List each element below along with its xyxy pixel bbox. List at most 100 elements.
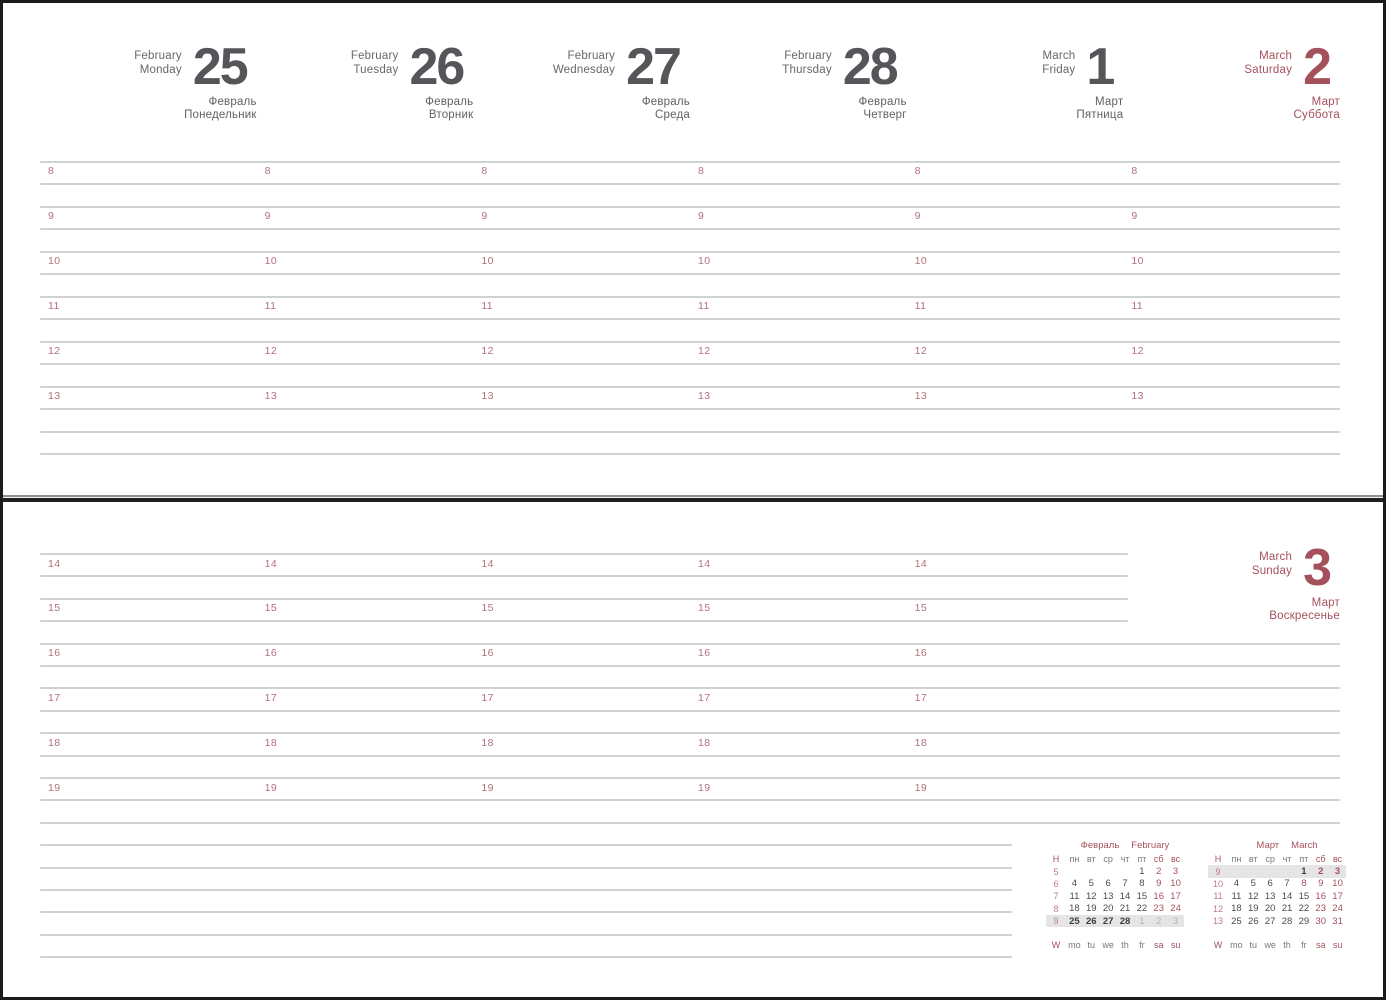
day-number: 25 [192, 38, 249, 96]
weekday-name-ru: Суббота [1293, 109, 1340, 121]
rule-line [40, 363, 1340, 365]
calendar-day: 19 [1085, 903, 1097, 915]
calendar-day: 29 [1298, 915, 1310, 927]
calendar-day: 26 [1247, 915, 1259, 927]
month-name-ru: Март [1311, 96, 1340, 108]
hour-label: 9 [914, 210, 921, 222]
hour-label: 12 [914, 345, 928, 357]
rule-line [40, 754, 1340, 757]
calendar-day: 19 [1247, 903, 1259, 915]
hour-label: 13 [914, 390, 928, 402]
weekday-abbr-en: fr [1301, 939, 1307, 950]
day-number: 2 [1303, 38, 1332, 96]
calendar-day: 17 [1170, 890, 1181, 902]
hour-label: 18 [914, 736, 928, 749]
calendar-day: 6 [1267, 878, 1273, 890]
hour-label: 9 [1131, 210, 1138, 222]
day-header: February Monday 25 Февраль Понедельник [40, 38, 257, 122]
day-number: 1 [1086, 38, 1115, 96]
calendar-day: 27 [1102, 915, 1114, 927]
calendar-day: 14 [1281, 890, 1293, 902]
calendar-day: 5 [1088, 878, 1094, 890]
day-number: 3 [1303, 539, 1332, 597]
rule-line [40, 273, 1340, 275]
day-label-en: March Saturday [1244, 49, 1292, 77]
month-name-ru: Март [1311, 597, 1340, 609]
calendar-title: Март March [1208, 840, 1346, 853]
weekday-name-en: Tuesday [353, 64, 399, 76]
weekday-abbr-ru: ср [1103, 854, 1113, 865]
day-label-ru: Март Воскресенье [1123, 597, 1340, 623]
hour-label: 16 [698, 647, 711, 660]
calendar-day: 10 [1170, 878, 1181, 890]
month-name-ru: Март [1094, 96, 1124, 108]
hour-label: 8 [698, 165, 705, 177]
day-header: February Tuesday 26 Февраль Вторник [257, 41, 474, 122]
calendar-day: 9 [1156, 878, 1162, 890]
hour-label: 16 [481, 647, 494, 660]
weekday-abbr-en: mo [1068, 939, 1081, 950]
hour-label: 14 [914, 557, 928, 570]
weekday-abbr-ru: пт [1299, 854, 1309, 865]
rule-line [40, 205, 1340, 208]
weekday-abbr-ru: сб [1315, 854, 1326, 865]
rule-line [40, 408, 1340, 410]
day-header: February Thursday 28 Февраль Четверг [690, 41, 907, 122]
hour-label: 15 [264, 602, 278, 615]
day-label-en: February Monday [134, 49, 182, 77]
hour-label: 9 [698, 210, 705, 222]
hour-label: 14 [48, 557, 61, 570]
hour-label: 13 [1131, 390, 1144, 402]
note-line [40, 956, 1012, 959]
hour-label: 18 [481, 736, 494, 749]
calendar-day: 11 [1069, 890, 1080, 902]
calendar-day: 26 [1085, 915, 1097, 927]
footer-week-label: W [1213, 939, 1223, 950]
weekday-name-ru: Среда [655, 109, 690, 121]
calendar-day: 4 [1233, 878, 1240, 890]
hour-label: 8 [48, 165, 55, 177]
hour-label: 10 [914, 255, 928, 267]
hour-label: 15 [914, 602, 928, 615]
hour-label: 11 [914, 300, 927, 312]
calendar-day: 24 [1332, 903, 1343, 915]
rule-line [40, 665, 1340, 667]
weekday-abbr-en: th [1121, 939, 1129, 950]
calendar-day: 6 [1105, 878, 1111, 890]
day-header-top: February Monday 25 [40, 38, 257, 96]
calendar-day: 12 [1085, 890, 1097, 902]
hour-label: 10 [698, 255, 711, 267]
week-number: 9 [1215, 866, 1221, 877]
rule-line [40, 597, 1128, 600]
week-column-header: H [1052, 854, 1060, 865]
day-header-top: February Wednesday 27 [473, 41, 690, 93]
hour-label: 8 [914, 165, 921, 177]
hour-label: 14 [264, 557, 278, 570]
hour-label: 12 [481, 345, 494, 357]
hour-label: 11 [264, 300, 277, 312]
calendar-title-en: February [1131, 840, 1170, 851]
calendar-day: 18 [1069, 903, 1080, 915]
rule-line [40, 642, 1340, 645]
day-label-en: February Thursday [782, 49, 832, 77]
month-name-en: February [350, 50, 399, 62]
calendar-day: 2 [1156, 866, 1162, 878]
calendar-day: 20 [1264, 903, 1276, 915]
calendar-week-row: 11 11 12 13 14 15 16 17 [1208, 890, 1346, 902]
calendar-day: 1 [1301, 866, 1307, 878]
calendar-day: 5 [1250, 878, 1256, 890]
calendar-day: 8 [1301, 878, 1307, 890]
weekday-name-en: Monday [139, 64, 182, 76]
hour-label: 19 [264, 781, 278, 794]
weekday-abbr-en: sa [1315, 939, 1326, 950]
calendar-day: 23 [1315, 903, 1326, 915]
week-number: 13 [1212, 916, 1223, 927]
calendar-day: 21 [1281, 903, 1293, 915]
note-line [40, 844, 1012, 847]
day-label-en: March Friday [1042, 49, 1075, 77]
